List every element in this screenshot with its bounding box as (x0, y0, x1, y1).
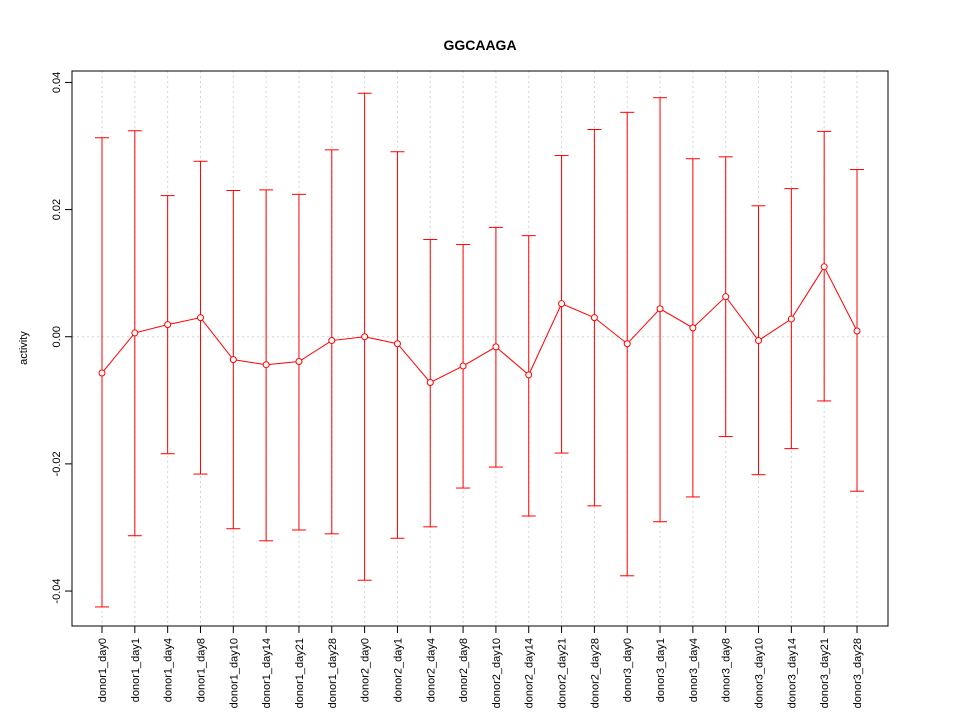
x-tick-label: donor2_day21 (557, 638, 569, 708)
data-point (426, 379, 434, 387)
data-point (328, 337, 336, 345)
x-tick-label: donor3_day21 (819, 638, 831, 708)
y-tick-label: -0.04 (51, 578, 63, 603)
y-tick-label: -0.02 (51, 451, 63, 476)
data-point (558, 300, 566, 308)
x-tick-label: donor1_day10 (228, 638, 240, 708)
data-point (820, 263, 828, 271)
y-tick-label: 0.00 (51, 326, 63, 347)
x-tick-label: donor2_day0 (360, 638, 372, 702)
x-tick-label: donor2_day8 (458, 638, 470, 702)
series (95, 92, 864, 608)
x-tick-label: donor3_day1 (655, 638, 667, 702)
data-point (853, 327, 861, 335)
data-point (459, 362, 467, 370)
data-point (656, 305, 664, 313)
x-tick-label: donor3_day8 (721, 638, 733, 702)
x-tick-label: donor3_day0 (622, 638, 634, 702)
data-point (689, 324, 697, 332)
data-point (393, 340, 401, 348)
data-point (492, 343, 500, 351)
grid (72, 71, 888, 626)
x-tick-label: donor2_day1 (392, 638, 404, 702)
x-tick-label: donor3_day28 (852, 638, 864, 708)
x-tick-label: donor1_day14 (261, 638, 273, 708)
data-point (164, 321, 172, 329)
data-point (361, 333, 369, 341)
data-point (196, 314, 204, 322)
data-point (98, 369, 106, 377)
data-point (590, 314, 598, 322)
x-tick-label: donor1_day1 (130, 638, 142, 702)
x-tick-label: donor2_day4 (425, 638, 437, 702)
x-tick-label: donor3_day4 (688, 638, 700, 702)
data-point (131, 329, 139, 337)
x-tick-label: donor3_day14 (786, 638, 798, 708)
x-tick-label: donor2_day28 (589, 638, 601, 708)
x-tick-label: donor1_day4 (163, 638, 175, 702)
data-point (525, 371, 533, 379)
x-tick-label: donor2_day10 (491, 638, 503, 708)
data-point (623, 340, 631, 348)
data-point (787, 315, 795, 323)
x-tick-label: donor2_day14 (524, 638, 536, 708)
x-tick-label: donor1_day8 (195, 638, 207, 702)
x-axis: donor1_day0 donor1_day1 donor1_day4 donor1_… (97, 625, 864, 708)
x-tick-label: donor1_day0 (97, 638, 109, 702)
y-axis: -0.04 -0.02 0.00 0.02 0.04 (51, 72, 73, 604)
series-line (101, 265, 858, 384)
x-tick-label: donor3_day10 (754, 638, 766, 708)
y-axis-label: activity (18, 331, 30, 365)
x-tick-label: donor1_day21 (294, 638, 306, 708)
y-tick-label: 0.02 (51, 199, 63, 220)
data-point (722, 293, 730, 301)
data-point (755, 337, 763, 345)
data-point (295, 358, 303, 366)
y-tick-label: 0.04 (51, 72, 63, 93)
chart-title: GGCAAGA (443, 37, 516, 53)
plot-frame (71, 70, 889, 627)
data-point (229, 356, 237, 364)
data-point (262, 361, 270, 369)
x-tick-label: donor1_day28 (327, 638, 339, 708)
